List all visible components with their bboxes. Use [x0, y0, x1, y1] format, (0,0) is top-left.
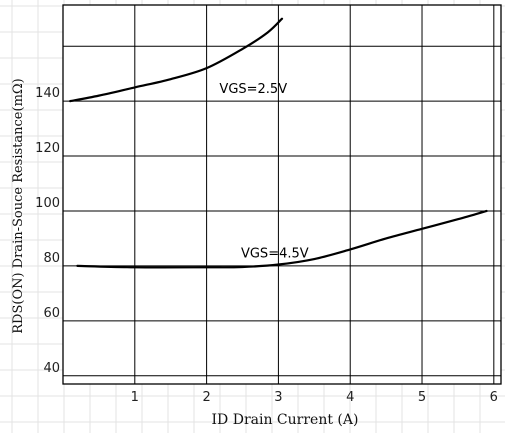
plot-border	[62, 4, 502, 385]
x-tick-label: 2	[202, 390, 210, 405]
curves	[69, 17, 488, 269]
y-tick-label: 80	[43, 251, 60, 266]
x-tick-label: 4	[346, 390, 354, 405]
curve-vgs-2-5v	[69, 17, 284, 103]
y-tick-label: 120	[35, 141, 60, 156]
x-tick-labels: 1 2 3 4 5 6	[131, 390, 498, 405]
y-tick-label: 140	[35, 86, 60, 101]
y-axis-label: RDS(ON) Drain-Souce Resistance(mΩ)	[11, 78, 26, 334]
x-axis-label: ID Drain Current (A)	[212, 412, 359, 428]
x-tick-label: 6	[490, 390, 498, 405]
curve-label: VGS=2.5V	[219, 82, 287, 97]
curve-vgs-4-5v	[76, 209, 488, 269]
x-tick-label: 3	[274, 390, 282, 405]
curve-annotations: VGS=2.5V VGS=4.5V	[219, 82, 308, 262]
x-tick-label: 5	[418, 390, 426, 405]
y-tick-label: 60	[43, 306, 60, 321]
x-tick-label: 1	[131, 390, 139, 405]
gridlines	[63, 5, 501, 384]
y-tick-labels: 40 60 80 100 120 140	[35, 86, 60, 376]
plot-area-background	[63, 5, 501, 384]
y-tick-label: 100	[35, 196, 60, 211]
curve-label: VGS=4.5V	[241, 247, 309, 262]
y-tick-label: 40	[43, 361, 60, 376]
plot-frame	[62, 4, 502, 385]
